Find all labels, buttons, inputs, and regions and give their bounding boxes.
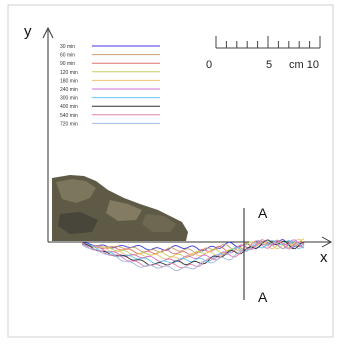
y-axis-arrow — [42, 26, 54, 39]
erosion-profiles — [81, 238, 305, 271]
x-axis-label: x — [320, 249, 328, 266]
erosion-profile-line — [81, 238, 305, 260]
legend: 30 min 60 min 90 min 120 min 180 min 240 min 3… — [60, 44, 160, 127]
legend-label: 240 min — [60, 87, 78, 93]
y-axis-label: y — [24, 23, 32, 40]
legend-label: 120 min — [60, 70, 78, 76]
legend-label: 90 min — [60, 61, 75, 67]
scale-label-0: 0 — [206, 59, 212, 71]
erosion-profile-line — [81, 239, 305, 262]
rock-highlight-3 — [142, 214, 176, 232]
section-label-top: A — [258, 205, 268, 221]
legend-label: 720 min — [60, 121, 78, 127]
legend-label: 30 min — [60, 44, 75, 50]
scale-label-10: cm 10 — [289, 59, 319, 71]
rock-highlight-2 — [106, 200, 142, 221]
legend-label: 400 min — [60, 104, 78, 110]
figure-border — [7, 4, 334, 338]
erosion-profile-line — [81, 239, 305, 264]
legend-label: 540 min — [60, 113, 78, 119]
rock-highlight-1 — [56, 179, 96, 203]
rock-mass — [52, 175, 188, 241]
erosion-profile-line — [81, 239, 305, 271]
x-axis-arrow — [321, 236, 333, 248]
legend-label: 180 min — [60, 78, 78, 84]
scale-bar: 0 5 cm 10 — [206, 36, 321, 71]
erosion-profile-line — [81, 238, 305, 269]
legend-label: 60 min — [60, 53, 75, 59]
scale-bar-ticks — [215, 36, 321, 48]
rock-shadow — [58, 212, 98, 234]
scale-label-5: 5 — [266, 59, 272, 71]
section-label-bottom: A — [258, 289, 268, 305]
legend-label: 300 min — [60, 96, 78, 102]
